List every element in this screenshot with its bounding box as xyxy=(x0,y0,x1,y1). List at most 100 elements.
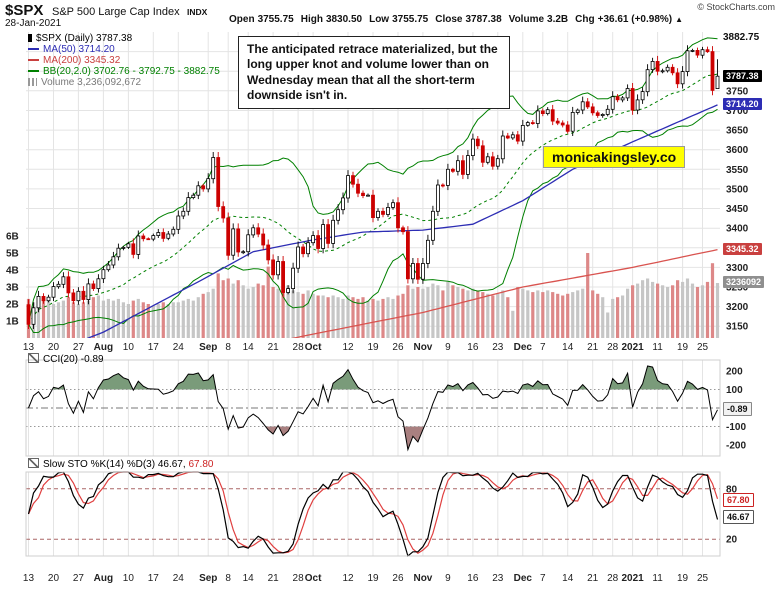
svg-text:3500: 3500 xyxy=(726,184,749,195)
svg-text:3700: 3700 xyxy=(726,106,749,117)
svg-text:Oct: Oct xyxy=(305,573,322,584)
watermark: monicakingsley.co xyxy=(543,146,686,168)
quote-value: 3787.38 xyxy=(465,14,502,25)
svg-text:23: 23 xyxy=(492,342,504,353)
svg-text:3450: 3450 xyxy=(726,204,749,215)
svg-text:3600: 3600 xyxy=(726,145,749,156)
svg-text:28: 28 xyxy=(607,342,619,353)
line-icon xyxy=(28,70,39,72)
legend-row: MA(50) 3714.20 xyxy=(28,44,220,55)
quote-value: 3755.75 xyxy=(392,14,429,25)
svg-text:11: 11 xyxy=(652,573,663,584)
axis-badge: 3236092 xyxy=(723,276,765,289)
svg-text:28: 28 xyxy=(293,573,305,584)
svg-text:2021: 2021 xyxy=(622,573,645,584)
annotation-text: The anticipated retrace materialized, bu… xyxy=(247,42,498,103)
quote-label: Volume xyxy=(508,14,545,25)
svg-text:14: 14 xyxy=(562,573,574,584)
quote-label: Low xyxy=(369,14,390,25)
svg-text:20: 20 xyxy=(48,342,60,353)
legend-row: BB(20,2.0) 3702.76 - 3792.75 - 3882.75 xyxy=(28,66,220,77)
cci-legend: CCI(20) -0.89 xyxy=(28,353,104,365)
svg-text:25: 25 xyxy=(697,342,709,353)
svg-text:8: 8 xyxy=(225,573,231,584)
svg-text:10: 10 xyxy=(123,342,135,353)
svg-text:28: 28 xyxy=(293,342,305,353)
quote-value: 3.2B xyxy=(547,14,569,25)
quote-label: High xyxy=(300,14,323,25)
chart-date: 28-Jan-2021 xyxy=(5,18,62,29)
index-name: S&P 500 Large Cap Index xyxy=(52,6,180,18)
svg-text:2021: 2021 xyxy=(622,342,645,353)
svg-text:17: 17 xyxy=(148,573,160,584)
svg-text:11: 11 xyxy=(652,342,663,353)
indicator-icon xyxy=(28,353,39,363)
svg-text:Dec: Dec xyxy=(514,342,533,353)
svg-text:3400: 3400 xyxy=(726,224,749,235)
axis-badge: 46.67 xyxy=(723,510,754,525)
legend-text: MA(200) 3345.32 xyxy=(43,55,121,66)
indicator-legend-text: Slow STO %K(14) %D(3) 46.67, xyxy=(43,459,189,470)
svg-text:13: 13 xyxy=(23,573,35,584)
indicator-legend-text: 67.80 xyxy=(188,459,214,470)
copyright: © StockCharts.com xyxy=(697,2,775,12)
svg-text:3650: 3650 xyxy=(726,126,749,137)
svg-text:-200: -200 xyxy=(726,440,746,451)
svg-text:17: 17 xyxy=(148,342,160,353)
svg-text:Aug: Aug xyxy=(94,573,113,584)
axis-badge: -0.89 xyxy=(723,401,752,416)
axis-label: 3882.75 xyxy=(723,32,760,44)
quote-label: Close xyxy=(435,14,463,25)
watermark-text: monicakingsley.co xyxy=(552,149,677,165)
svg-text:200: 200 xyxy=(726,367,743,378)
symbol: $SPX xyxy=(5,2,44,19)
annotation-box: The anticipated retrace materialized, bu… xyxy=(238,36,510,110)
svg-text:27: 27 xyxy=(73,342,85,353)
svg-text:Nov: Nov xyxy=(413,342,432,353)
svg-text:28: 28 xyxy=(607,573,619,584)
svg-text:Dec: Dec xyxy=(514,573,533,584)
svg-text:21: 21 xyxy=(587,573,599,584)
svg-text:19: 19 xyxy=(677,342,689,353)
indicator-legend-text: CCI(20) -0.89 xyxy=(43,354,104,365)
legend-row: MA(200) 3345.32 xyxy=(28,55,220,66)
svg-text:3B: 3B xyxy=(6,283,19,294)
legend-row: Volume 3,236,092,672 xyxy=(28,77,220,88)
axis-badge: 3714.20 xyxy=(723,98,762,111)
legend-row: $SPX (Daily) 3787.38 xyxy=(28,33,220,44)
svg-text:14: 14 xyxy=(243,342,255,353)
indicator-icon xyxy=(28,458,39,468)
svg-text:14: 14 xyxy=(243,573,255,584)
svg-text:25: 25 xyxy=(697,573,709,584)
svg-text:6B: 6B xyxy=(6,232,19,243)
svg-text:21: 21 xyxy=(587,342,599,353)
svg-text:9: 9 xyxy=(445,573,451,584)
svg-text:26: 26 xyxy=(392,573,404,584)
axis-badge: 67.80 xyxy=(723,492,754,507)
candle-icon xyxy=(28,34,32,42)
svg-text:20: 20 xyxy=(48,573,60,584)
legend-text: BB(20,2.0) 3702.76 - 3792.75 - 3882.75 xyxy=(43,66,220,77)
svg-text:12: 12 xyxy=(342,342,354,353)
quote-value: +36.61 (+0.98%) xyxy=(597,14,673,25)
svg-text:80: 80 xyxy=(726,484,738,495)
sto-legend: Slow STO %K(14) %D(3) 46.67, 67.80 xyxy=(28,458,213,470)
svg-text:10: 10 xyxy=(123,573,135,584)
ohlc-quote-bar: Open 3755.75 High 3830.50 Low 3755.75 Close 378… xyxy=(222,14,683,25)
svg-text:21: 21 xyxy=(268,342,280,353)
svg-text:3550: 3550 xyxy=(726,165,749,176)
svg-text:Oct: Oct xyxy=(305,342,322,353)
chart-header: $SPX S&P 500 Large Cap Index INDX 28-Jan… xyxy=(0,0,780,30)
svg-text:Aug: Aug xyxy=(94,342,113,353)
axis-badges: 3882.75 3787.38 3714.20 3345.32 3236092 -0.89… xyxy=(723,0,780,589)
axis-badge: 3787.38 xyxy=(723,69,762,82)
svg-text:3200: 3200 xyxy=(726,302,749,313)
svg-text:8: 8 xyxy=(225,342,231,353)
svg-text:Sep: Sep xyxy=(199,573,217,584)
legend-text: MA(50) 3714.20 xyxy=(43,44,115,55)
svg-text:23: 23 xyxy=(492,573,504,584)
svg-text:16: 16 xyxy=(467,573,479,584)
svg-text:19: 19 xyxy=(367,573,379,584)
svg-text:24: 24 xyxy=(173,573,185,584)
svg-text:3750: 3750 xyxy=(726,86,749,97)
